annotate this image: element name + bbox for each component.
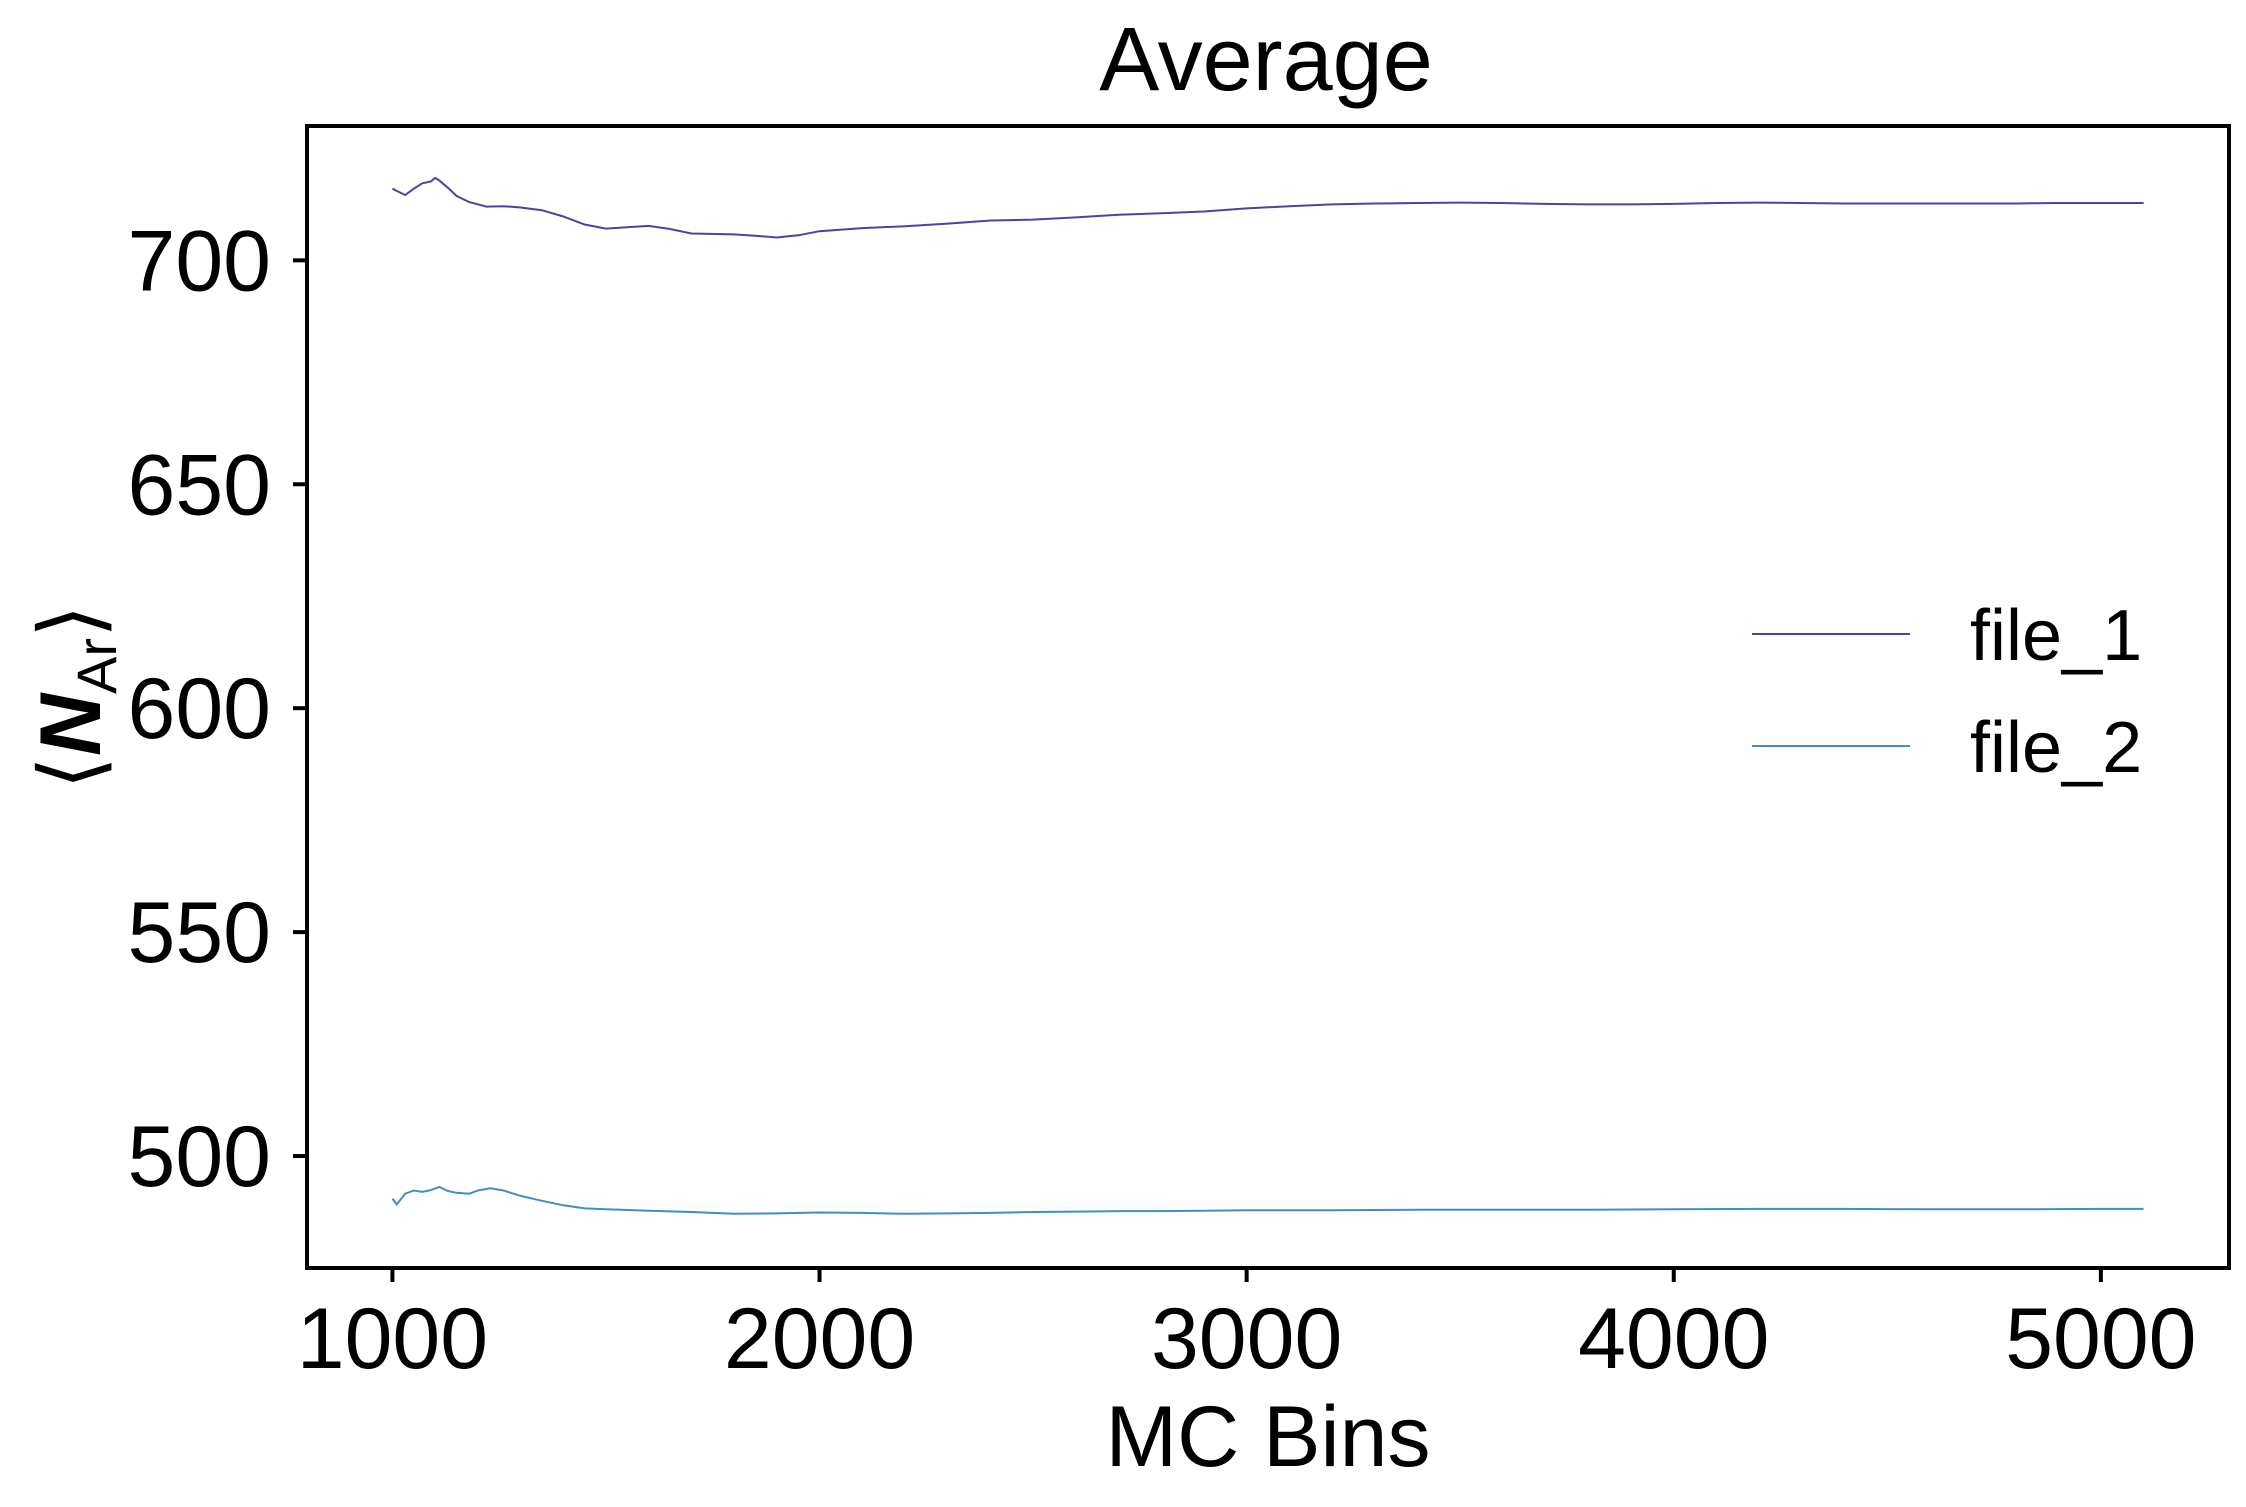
legend-label-file_1: file_1 <box>1970 596 2142 676</box>
x-tick-label: 2000 <box>724 1291 915 1387</box>
x-axis-ticks: 1000 2000 3000 4000 5000 <box>297 1268 2197 1387</box>
y-axis-label: ⟨NAr⟩ <box>23 604 128 789</box>
y-axis-label-subscript: Ar <box>65 638 128 694</box>
chart-title: Average <box>1099 10 1433 110</box>
series-lines <box>391 176 2144 1215</box>
legend-label-file_2: file_2 <box>1970 708 2142 788</box>
x-tick-label: 3000 <box>1151 1291 1342 1387</box>
y-tick-label: 600 <box>128 661 272 757</box>
y-tick-label: 700 <box>128 213 272 309</box>
series-line-file_1 <box>391 176 2144 239</box>
series-line-file_2 <box>391 1185 2144 1215</box>
y-tick-label: 500 <box>128 1109 272 1205</box>
legend: file_1 file_2 <box>1752 596 2142 788</box>
x-tick-label: 1000 <box>297 1291 488 1387</box>
x-tick-label: 5000 <box>2005 1291 2196 1387</box>
y-axis-label-symbol: N <box>23 692 119 756</box>
x-axis-label: MC Bins <box>1106 1389 1431 1485</box>
x-tick-label: 4000 <box>1578 1291 1769 1387</box>
plot-frame <box>305 124 2231 1270</box>
y-tick-label: 650 <box>128 437 272 533</box>
y-axis-label-open: ⟨ <box>23 756 119 790</box>
y-axis-label-close: ⟩ <box>23 604 119 638</box>
svg-text:⟨NAr⟩: ⟨NAr⟩ <box>23 604 128 789</box>
y-tick-label: 550 <box>128 885 272 981</box>
y-axis-ticks: 500 550 600 650 700 <box>128 213 307 1205</box>
